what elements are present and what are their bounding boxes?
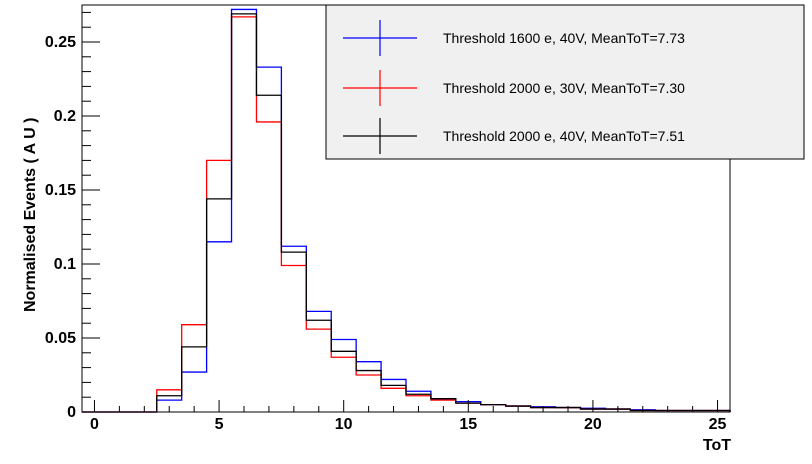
histogram-chart: 0 5 10 15 20 25 0 0.05 0.1 0.15 0.2 0.25 Normalised… <box>0 0 812 464</box>
y-axis-title: Normalised Events ( A U ) <box>22 118 39 312</box>
y-tick-label: 0.05 <box>45 330 76 347</box>
legend: Threshold 1600 e, 40V, MeanToT=7.73 Thre… <box>326 5 804 159</box>
y-tick-label: 0 <box>67 404 76 421</box>
x-tick-label: 5 <box>215 416 224 433</box>
x-tick-label: 15 <box>459 416 477 433</box>
y-tick-label: 0.2 <box>54 108 76 125</box>
x-tick-label: 20 <box>584 416 602 433</box>
legend-label-3: Threshold 2000 e, 40V, MeanToT=7.51 <box>443 128 685 144</box>
x-tick-label: 0 <box>90 416 99 433</box>
y-tick-label: 0.25 <box>45 34 76 51</box>
x-tick-label: 25 <box>709 416 727 433</box>
x-tick-label: 10 <box>335 416 353 433</box>
y-tick-label: 0.1 <box>54 256 76 273</box>
legend-label-1: Threshold 1600 e, 40V, MeanToT=7.73 <box>443 30 685 46</box>
x-axis-title: ToT <box>703 437 731 454</box>
legend-label-2: Threshold 2000 e, 30V, MeanToT=7.30 <box>443 80 685 96</box>
y-tick-label: 0.15 <box>45 182 76 199</box>
